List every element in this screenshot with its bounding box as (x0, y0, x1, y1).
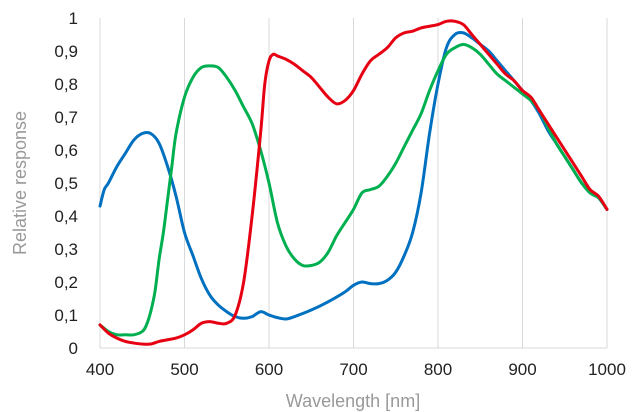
x-tick-label: 1000 (588, 360, 626, 379)
y-tick-label: 1 (69, 9, 78, 28)
x-tick-label: 700 (339, 360, 367, 379)
series-layer (98, 19, 609, 346)
grid-layer (99, 18, 608, 349)
y-tick-label: 0,2 (54, 273, 78, 292)
y-axis-ticks: 0 0,1 0,2 0,3 0,4 0,5 0,6 0,7 0,8 0,9 1 (54, 9, 78, 358)
y-tick-label: 0 (69, 339, 78, 358)
y-tick-label: 0,9 (54, 42, 78, 61)
y-tick-label: 0,6 (54, 141, 78, 160)
x-axis-ticks: 400 500 600 700 800 900 1000 (86, 360, 626, 379)
x-tick-label: 500 (170, 360, 198, 379)
x-tick-label: 600 (255, 360, 283, 379)
y-tick-label: 0,5 (54, 174, 78, 193)
x-tick-label: 800 (424, 360, 452, 379)
y-tick-label: 0,1 (54, 306, 78, 325)
y-tick-label: 0,8 (54, 75, 78, 94)
x-tick-label: 400 (86, 360, 114, 379)
y-tick-label: 0,7 (54, 108, 78, 127)
series-line-red (98, 19, 609, 346)
y-tick-label: 0,4 (54, 207, 78, 226)
y-tick-label: 0,3 (54, 240, 78, 259)
x-tick-label: 900 (508, 360, 536, 379)
y-axis-title: Relative response (10, 111, 30, 255)
x-axis-title: Wavelength [nm] (286, 391, 420, 411)
series-line-green (98, 42, 609, 337)
